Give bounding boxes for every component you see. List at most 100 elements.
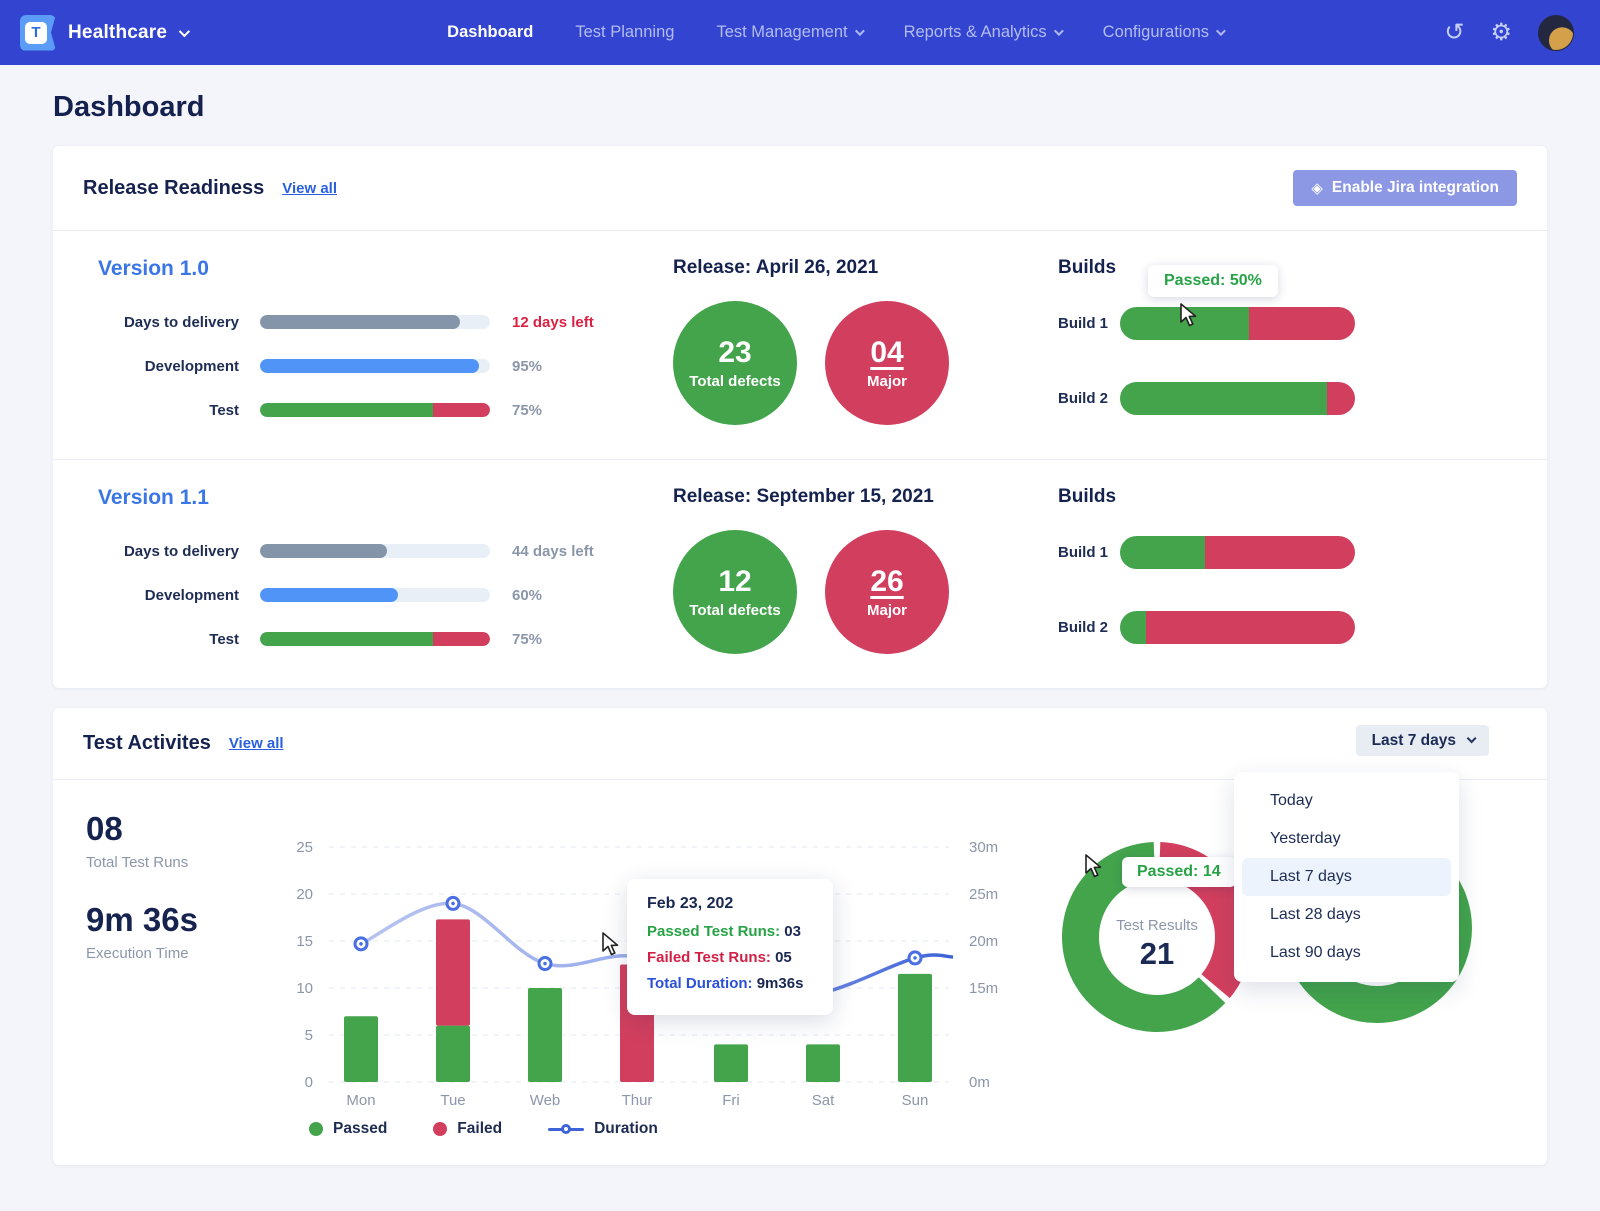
major-defects-circle[interactable]: 26 Major — [825, 530, 949, 654]
metric-label: Development — [144, 586, 239, 604]
stat-value: 08 — [86, 810, 123, 847]
build-label: Build 1 — [1058, 544, 1109, 561]
total-defects-circle[interactable]: 12 Total defects — [673, 530, 797, 654]
app-logo-icon: T — [20, 14, 56, 51]
page-title: Dashboard — [53, 91, 205, 123]
builds-title: Builds — [1058, 257, 1117, 278]
stat-value: 9m 36s — [86, 901, 198, 938]
nav-item-dashboard[interactable]: Dashboard — [447, 23, 534, 41]
metric-value: 75% — [512, 401, 543, 419]
page-content: Dashboard Release Readiness View all ◈ E… — [0, 91, 1600, 1165]
metric-row: Test 75% — [98, 401, 673, 419]
builds-column: Builds Build 1 Passed: 50% Build 2 — [1058, 257, 1502, 425]
svg-text:20m: 20m — [969, 933, 998, 950]
release-readiness-card: Release Readiness View all ◈ Enable Jira… — [53, 146, 1547, 688]
build-row: Build 2 — [1058, 611, 1502, 644]
chart-tooltip: Feb 23, 202 Passed Test Runs: 03 Failed T… — [627, 879, 833, 1015]
menu-item-last-28-days[interactable]: Last 28 days — [1270, 906, 1361, 923]
menu-item-last-90-days[interactable]: Last 90 days — [1270, 944, 1361, 961]
menu-item-today[interactable]: Today — [1270, 792, 1313, 809]
build-label: Build 2 — [1058, 390, 1109, 407]
build-row: Build 1 — [1058, 536, 1502, 569]
metric-progress-bar — [260, 315, 490, 329]
tooltip-line: Failed Test Runs: 05 — [647, 949, 792, 966]
svg-text:10: 10 — [296, 980, 313, 997]
release-date-label: Release: September 15, 2021 — [673, 486, 934, 507]
nav-actions: ↺ ⚙ — [1444, 14, 1574, 51]
nav-item-test-management[interactable]: Test Management — [716, 23, 865, 42]
build-result-bar[interactable] — [1120, 611, 1355, 644]
svg-text:0m: 0m — [969, 1074, 990, 1091]
version-progress-column: Version 1.1 Days to delivery 44 days left D… — [98, 486, 673, 654]
metric-label: Development — [144, 357, 239, 375]
build-result-bar[interactable] — [1120, 536, 1355, 569]
metric-value: 95% — [512, 357, 543, 375]
view-all-activities-link[interactable]: View all — [228, 735, 284, 752]
svg-text:Mon: Mon — [346, 1092, 375, 1109]
metric-progress-bar — [260, 359, 490, 373]
svg-text:15m: 15m — [969, 980, 998, 997]
test-activities-body: 08 Total Test Runs 9m 36s Execution Time… — [53, 772, 1547, 1165]
metric-label: Days to delivery — [123, 542, 239, 560]
metric-progress-bar — [260, 403, 490, 417]
chevron-down-icon — [854, 26, 865, 37]
svg-text:15: 15 — [296, 933, 313, 950]
release-readiness-header: Release Readiness View all ◈ Enable Jira… — [53, 146, 1547, 231]
version-title-link[interactable]: Version 1.1 — [98, 486, 209, 509]
nav-item-test-planning[interactable]: Test Planning — [575, 23, 675, 41]
metric-row: Days to delivery 12 days left — [98, 313, 673, 331]
svg-text:Web: Web — [530, 1092, 561, 1109]
stat-total-test-runs: 08 Total Test Runs — [86, 810, 198, 871]
chevron-down-icon — [1053, 26, 1064, 37]
metric-progress-bar — [260, 632, 490, 646]
legend-item-duration: Duration — [548, 1120, 658, 1138]
enable-jira-label: Enable Jira integration — [1331, 179, 1499, 196]
svg-text:30m: 30m — [969, 839, 998, 856]
version-title-link[interactable]: Version 1.0 — [98, 257, 209, 280]
build-result-bar[interactable] — [1120, 382, 1355, 415]
build-row: Build 2 — [1058, 382, 1502, 415]
jira-diamond-icon: ◈ — [1311, 179, 1323, 197]
legend-item-failed: Failed — [433, 1120, 502, 1138]
svg-text:0: 0 — [305, 1074, 313, 1091]
enable-jira-button[interactable]: ◈ Enable Jira integration — [1293, 170, 1517, 206]
test-activities-header: Test Activites View all Last 7 days — [53, 708, 1547, 780]
menu-item-yesterday[interactable]: Yesterday — [1270, 830, 1341, 847]
metric-row: Test 75% — [98, 630, 673, 648]
version-row: Version 1.0 Days to delivery 12 days left D… — [53, 231, 1547, 460]
top-nav: T Healthcare Dashboard Test Planning Test … — [0, 0, 1600, 65]
settings-gear-icon[interactable]: ⚙ — [1490, 18, 1512, 46]
build-tooltip: Passed: 50% — [1148, 265, 1278, 297]
versions-container: Version 1.0 Days to delivery 12 days left D… — [53, 231, 1547, 688]
svg-text:Fri: Fri — [722, 1092, 740, 1109]
major-defects-circle[interactable]: 04 Major — [825, 301, 949, 425]
svg-text:Sat: Sat — [812, 1092, 835, 1109]
metric-label: Test — [209, 630, 239, 648]
svg-text:20: 20 — [296, 886, 313, 903]
donut-tooltip: Passed: 14 — [1122, 857, 1236, 887]
metric-row: Days to delivery 44 days left — [98, 542, 673, 560]
main-nav: Dashboard Test Planning Test Management Rep… — [447, 23, 1226, 42]
duration-line-swatch — [548, 1124, 585, 1134]
metric-row: Development 60% — [98, 586, 673, 604]
history-icon[interactable]: ↺ — [1444, 18, 1465, 46]
date-range-selector[interactable]: Last 7 days — [1355, 725, 1489, 756]
version-progress-column: Version 1.0 Days to delivery 12 days left D… — [98, 257, 673, 425]
menu-item-last-7-days[interactable]: Last 7 days — [1242, 858, 1451, 896]
nav-item-configurations[interactable]: Configurations — [1103, 23, 1226, 42]
view-all-releases-link[interactable]: View all — [282, 179, 337, 197]
metric-value: 12 days left — [512, 313, 594, 331]
workspace-switcher[interactable]: T Healthcare — [20, 14, 191, 51]
summary-stats: 08 Total Test Runs 9m 36s Execution Time — [86, 810, 198, 992]
user-avatar[interactable] — [1538, 14, 1574, 51]
metric-value: 44 days left — [512, 542, 594, 560]
stat-label: Total Test Runs — [86, 854, 189, 871]
chevron-down-icon — [178, 25, 191, 37]
metric-label: Test — [209, 401, 239, 419]
total-defects-circle[interactable]: 23 Total defects — [673, 301, 797, 425]
nav-item-reports-analytics[interactable]: Reports & Analytics — [904, 23, 1064, 42]
app-root: T Healthcare Dashboard Test Planning Test … — [0, 0, 1600, 1165]
build-result-bar[interactable]: Passed: 50% — [1120, 265, 1355, 340]
workspace-name: Healthcare — [68, 21, 168, 43]
svg-text:25: 25 — [296, 839, 313, 856]
